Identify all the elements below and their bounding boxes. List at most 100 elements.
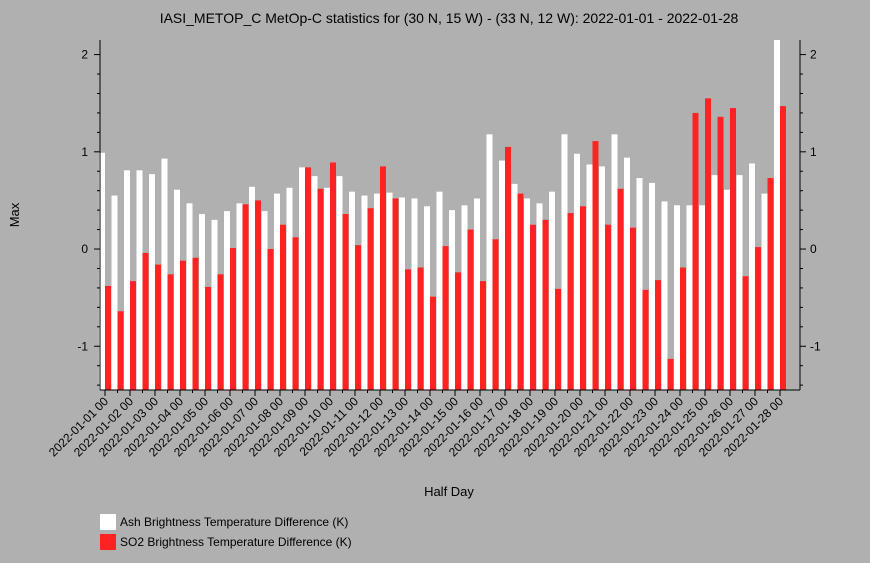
ash-bar — [361, 195, 368, 390]
so2-bar — [405, 269, 411, 390]
ash-bar — [674, 205, 680, 390]
ash-bar — [524, 198, 530, 390]
so2-bar — [342, 214, 349, 390]
chart-title: IASI_METOP_C MetOp-C statistics for (30 … — [160, 10, 739, 26]
ash-bar — [99, 152, 105, 390]
ash-bar — [186, 203, 193, 390]
so2-bar — [167, 274, 174, 390]
ash-bar — [124, 170, 130, 390]
ash-bar — [349, 191, 355, 390]
so2-bar — [567, 213, 574, 390]
so2-bar — [680, 267, 686, 390]
so2-bar — [780, 106, 786, 390]
y-axis-label: Max — [7, 202, 22, 227]
ash-bar — [711, 175, 718, 390]
ash-bar — [336, 176, 343, 390]
ash-bar — [774, 40, 780, 390]
so2-bar — [255, 200, 261, 390]
y-tick-label-right: 2 — [810, 48, 817, 62]
ash-bar — [461, 205, 468, 390]
ash-bar — [474, 198, 480, 390]
so2-bar — [442, 246, 449, 390]
so2-bar — [142, 252, 149, 390]
ash-bar — [636, 178, 643, 390]
so2-bar — [355, 245, 361, 390]
so2-bar — [530, 224, 536, 390]
so2-bar — [730, 108, 736, 391]
ash-bar — [736, 175, 743, 390]
legend-swatch-ash — [100, 514, 116, 530]
y-tick-label-right: 1 — [810, 145, 817, 159]
so2-bar — [692, 112, 699, 391]
ash-bar — [499, 160, 505, 390]
so2-bar — [717, 116, 724, 391]
ash-bar — [486, 134, 493, 390]
ash-bar — [586, 164, 593, 390]
legend-label-so2: SO2 Brightness Temperature Difference (K… — [120, 535, 352, 549]
ash-bar — [399, 197, 405, 390]
ash-bar — [311, 176, 318, 390]
so2-bar — [480, 281, 486, 390]
so2-bar — [317, 188, 324, 390]
so2-bar — [592, 141, 599, 390]
so2-bar — [542, 219, 549, 390]
so2-bar — [217, 274, 224, 390]
ash-bar — [449, 210, 455, 390]
ash-bar — [549, 191, 555, 390]
y-tick-label-right: 0 — [810, 242, 817, 256]
ash-bar — [536, 203, 543, 390]
so2-bar — [705, 98, 711, 390]
so2-bar — [417, 267, 424, 390]
so2-bar — [130, 281, 136, 390]
ash-bar — [324, 187, 330, 390]
ash-bar — [386, 192, 393, 390]
so2-bar — [580, 206, 586, 390]
ash-bar — [699, 205, 705, 390]
so2-bar — [330, 162, 336, 390]
y-tick-label-left: -1 — [77, 339, 88, 353]
ash-bar — [224, 211, 230, 390]
so2-bar — [667, 358, 674, 390]
ash-bar — [374, 193, 380, 390]
so2-bar — [492, 239, 499, 390]
so2-bar — [105, 285, 111, 390]
so2-bar — [755, 247, 761, 390]
so2-bar — [430, 296, 436, 390]
so2-bar — [192, 257, 199, 390]
so2-bar — [380, 166, 386, 390]
y-tick-label-right: -1 — [810, 339, 821, 353]
y-tick-label-left: 0 — [81, 242, 88, 256]
ash-bar — [249, 186, 255, 390]
so2-bar — [180, 260, 186, 390]
ash-bar — [724, 189, 730, 390]
ash-bar — [599, 166, 605, 390]
ash-bar — [299, 167, 305, 390]
so2-bar — [555, 288, 561, 390]
so2-bar — [605, 224, 611, 390]
legend-swatch-so2 — [100, 534, 116, 550]
so2-bar — [767, 178, 774, 390]
ash-bar — [199, 214, 205, 390]
ash-bar — [574, 153, 580, 390]
ash-bar — [161, 158, 168, 390]
ash-bar — [111, 195, 118, 390]
so2-bar — [205, 286, 211, 390]
ash-bar — [436, 191, 443, 390]
ash-bar — [624, 157, 630, 390]
so2-bar — [267, 249, 274, 390]
so2-bar — [655, 280, 661, 390]
so2-bar — [392, 198, 399, 390]
so2-bar — [292, 237, 299, 390]
so2-bar — [280, 224, 286, 390]
so2-bar — [517, 193, 524, 390]
so2-bar — [467, 229, 474, 390]
legend-item-ash: Ash Brightness Temperature Difference (K… — [100, 512, 352, 532]
so2-bar — [742, 276, 749, 390]
ash-bar — [286, 187, 293, 390]
ash-bar — [761, 193, 768, 390]
legend-item-so2: SO2 Brightness Temperature Difference (K… — [100, 532, 352, 552]
so2-bar — [455, 272, 461, 390]
ash-bar — [211, 219, 218, 390]
